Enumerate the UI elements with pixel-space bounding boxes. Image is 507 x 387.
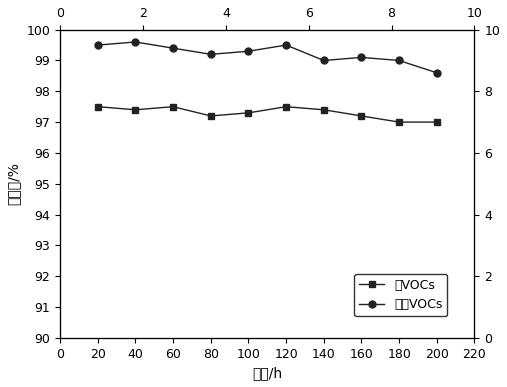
含氯VOCs — [245, 49, 251, 53]
含氯VOCs — [396, 58, 402, 63]
总VOCs — [245, 111, 251, 115]
总VOCs — [358, 114, 365, 118]
含氯VOCs — [170, 46, 176, 50]
总VOCs — [170, 104, 176, 109]
总VOCs — [396, 120, 402, 125]
Line: 含氯VOCs: 含氯VOCs — [94, 39, 440, 76]
总VOCs — [321, 108, 327, 112]
Y-axis label: 转化率/%: 转化率/% — [7, 162, 21, 205]
总VOCs — [132, 108, 138, 112]
含氯VOCs — [132, 40, 138, 45]
Legend: 总VOCs, 含氯VOCs: 总VOCs, 含氯VOCs — [354, 274, 448, 316]
总VOCs — [434, 120, 440, 125]
含氯VOCs — [95, 43, 101, 47]
总VOCs — [95, 104, 101, 109]
Line: 总VOCs: 总VOCs — [94, 103, 440, 125]
总VOCs — [208, 114, 214, 118]
含氯VOCs — [321, 58, 327, 63]
总VOCs — [283, 104, 289, 109]
X-axis label: 时间/h: 时间/h — [252, 366, 282, 380]
含氯VOCs — [434, 70, 440, 75]
含氯VOCs — [283, 43, 289, 47]
含氯VOCs — [358, 55, 365, 60]
含氯VOCs — [208, 52, 214, 57]
